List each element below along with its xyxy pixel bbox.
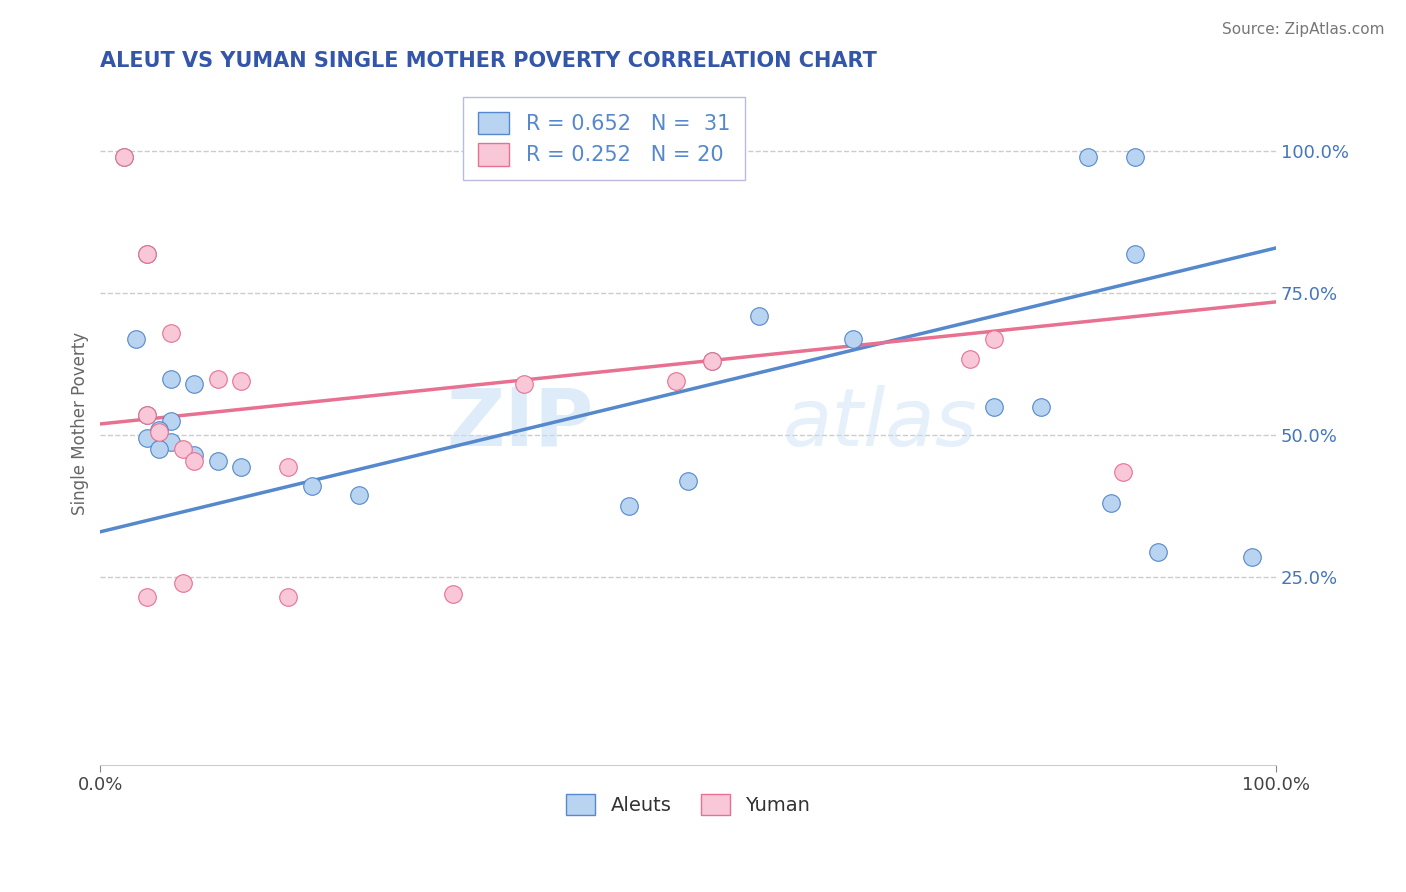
Legend: Aleuts, Yuman: Aleuts, Yuman — [558, 786, 818, 823]
Text: Source: ZipAtlas.com: Source: ZipAtlas.com — [1222, 22, 1385, 37]
Text: ZIP: ZIP — [447, 385, 595, 463]
Point — [700, 354, 723, 368]
Point — [1112, 465, 1135, 479]
Point — [959, 351, 981, 366]
Point — [136, 409, 159, 423]
Point — [112, 150, 135, 164]
Point — [301, 479, 323, 493]
Point — [277, 459, 299, 474]
Point — [136, 246, 159, 260]
Point — [207, 371, 229, 385]
Point — [277, 590, 299, 604]
Point — [1029, 400, 1052, 414]
Point — [231, 375, 253, 389]
Point — [1077, 150, 1099, 164]
Point — [160, 371, 183, 385]
Point — [183, 377, 205, 392]
Point — [183, 448, 205, 462]
Point — [172, 575, 194, 590]
Point — [1123, 150, 1146, 164]
Point — [1123, 246, 1146, 260]
Point — [160, 435, 183, 450]
Point — [172, 442, 194, 457]
Point — [231, 459, 253, 474]
Text: ALEUT VS YUMAN SINGLE MOTHER POVERTY CORRELATION CHART: ALEUT VS YUMAN SINGLE MOTHER POVERTY COR… — [100, 51, 877, 70]
Point — [183, 454, 205, 468]
Point — [700, 354, 723, 368]
Point — [1241, 550, 1264, 565]
Point — [1099, 496, 1122, 510]
Point — [136, 246, 159, 260]
Y-axis label: Single Mother Poverty: Single Mother Poverty — [72, 333, 89, 516]
Point — [441, 587, 464, 601]
Point — [501, 150, 523, 164]
Point — [136, 590, 159, 604]
Point — [148, 442, 170, 457]
Point — [136, 431, 159, 445]
Point — [983, 332, 1005, 346]
Point — [148, 425, 170, 440]
Point — [619, 500, 641, 514]
Point — [1147, 544, 1170, 558]
Point — [160, 326, 183, 340]
Point — [748, 309, 770, 323]
Point — [665, 375, 688, 389]
Point — [207, 454, 229, 468]
Text: atlas: atlas — [782, 385, 977, 463]
Point — [347, 488, 370, 502]
Point — [148, 423, 170, 437]
Point — [112, 150, 135, 164]
Point — [842, 332, 865, 346]
Point — [547, 150, 569, 164]
Point — [160, 414, 183, 428]
Point — [512, 377, 534, 392]
Point — [676, 474, 699, 488]
Point — [124, 332, 146, 346]
Point — [136, 409, 159, 423]
Point — [983, 400, 1005, 414]
